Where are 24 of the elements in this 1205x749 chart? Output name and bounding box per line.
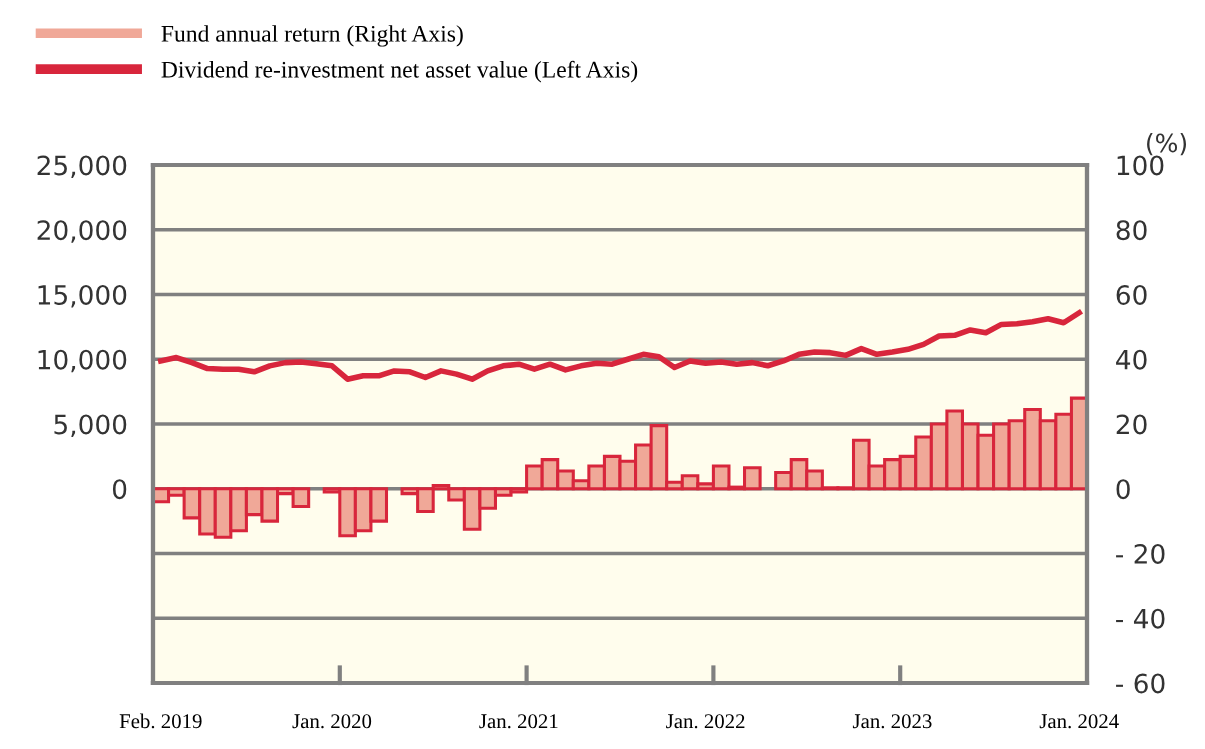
y2-axis-title: (%) [1147,133,1187,156]
y2-tick-label: - 60 [1116,673,1165,694]
y2-tick-label: - 20 [1116,543,1165,564]
y-tick-label: 25,000 [37,155,127,179]
y2-tick-label: 80 [1116,220,1147,241]
y2-tick-label: 20 [1116,414,1147,435]
y-tick-label: 10,000 [38,349,127,373]
x-tick-label: Feb. 2019 [119,713,202,729]
x-tick-label: Jan. 2023 [852,714,932,729]
legend-label: Fund annual return (Right Axis) [161,25,463,47]
y2-tick-label: 100 [1117,155,1164,176]
x-tick-label: Jan. 2022 [666,714,745,729]
y-tick-label: 0 [112,479,127,500]
y-tick-label: 15,000 [38,284,127,308]
x-tick-label: Jan. 2020 [292,714,372,729]
y2-tick-label: 40 [1116,349,1147,370]
y2-tick-label: 60 [1116,284,1147,305]
y-tick-label: 5,000 [54,414,127,438]
x-tick-label: Jan. 2024 [1039,714,1119,729]
legend-label: Dividend re-investment net asset value (Left Axis) [161,60,638,83]
x-tick-label: Jan. 2021 [479,714,558,729]
y2-tick-label: - 40 [1116,608,1165,629]
y-tick-label: 20,000 [37,220,127,243]
y2-tick-label: 0 [1116,479,1130,500]
